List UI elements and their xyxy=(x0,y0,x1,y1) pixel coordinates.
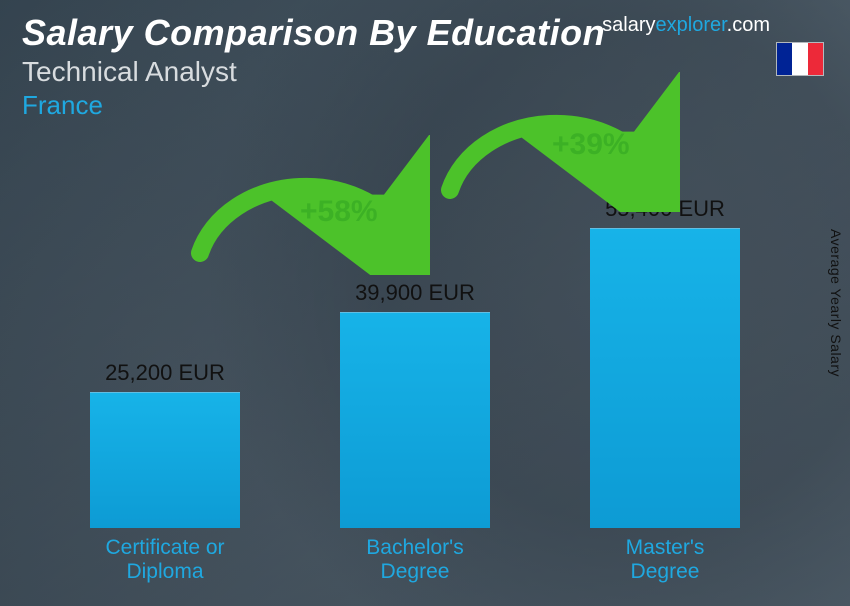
brand-prefix: salary xyxy=(602,14,655,36)
infographic-canvas: Salary Comparison By Education Technical… xyxy=(0,0,850,606)
bar-category-label: Certificate orDiploma xyxy=(105,536,224,586)
flag-stripe-white xyxy=(792,43,807,75)
bar xyxy=(590,228,740,528)
bar-group: 25,200 EUR Certificate orDiploma xyxy=(65,360,265,586)
france-flag-icon xyxy=(776,42,824,76)
percent-increase-label: +58% xyxy=(300,195,378,229)
bar-category-label: Master'sDegree xyxy=(626,536,705,586)
bar xyxy=(90,392,240,528)
percent-increase-label: +39% xyxy=(552,128,630,162)
flag-stripe-blue xyxy=(777,43,792,75)
bar-value-label: 39,900 EUR xyxy=(355,280,475,306)
bar-group: 55,400 EURMaster'sDegree xyxy=(565,196,765,586)
bar-value-label: 25,200 EUR xyxy=(105,360,225,386)
page-title: Salary Comparison By Education xyxy=(22,12,605,54)
brand-suffix: .com xyxy=(727,14,770,36)
y-axis-label: Average Yearly Salary xyxy=(828,229,844,377)
flag-stripe-red xyxy=(808,43,823,75)
bar-group: 39,900 EUR Bachelor'sDegree xyxy=(315,280,515,586)
bar xyxy=(340,312,490,528)
brand-label: salaryexplorer.com xyxy=(602,14,770,37)
brand-accent: explorer xyxy=(656,14,727,36)
bar-category-label: Bachelor'sDegree xyxy=(366,536,463,586)
